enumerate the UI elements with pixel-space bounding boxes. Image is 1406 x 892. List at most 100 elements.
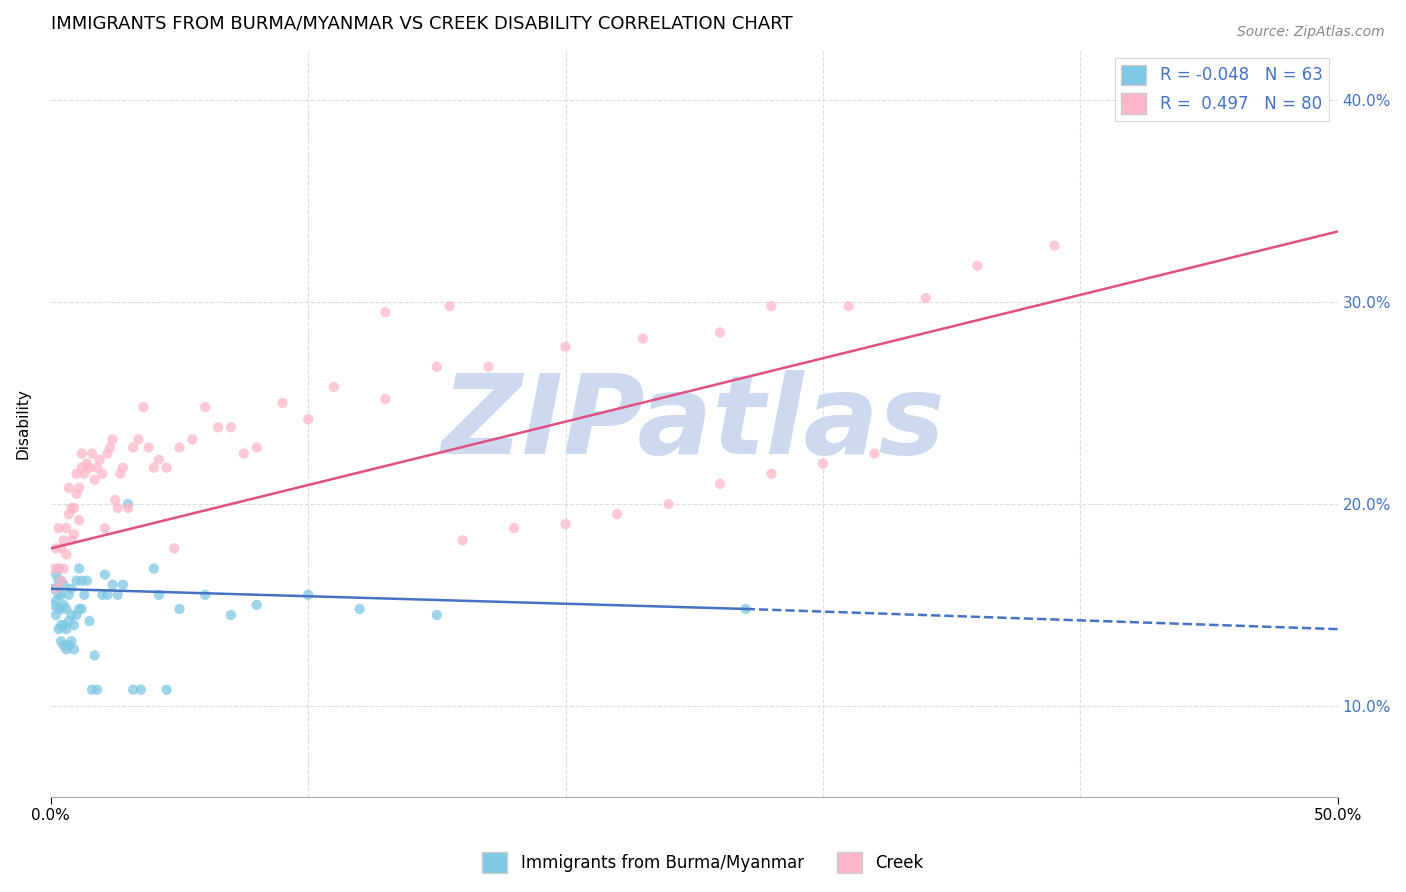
Point: [246, 598, 269, 612]
Point: [122, 682, 145, 697]
Point: [129, 682, 152, 697]
Point: [107, 588, 129, 602]
Point: [156, 460, 179, 475]
Point: [49, 588, 72, 602]
Point: [63, 642, 86, 657]
Point: [104, 492, 127, 507]
Point: [65, 467, 87, 481]
Point: [761, 467, 783, 481]
Point: [94, 567, 117, 582]
Point: [439, 299, 461, 313]
Point: [246, 441, 269, 455]
Point: [52, 533, 75, 548]
Point: [65, 487, 87, 501]
Point: [232, 446, 254, 460]
Point: [79, 614, 101, 628]
Point: [554, 517, 576, 532]
Point: [80, 446, 103, 460]
Point: [163, 541, 186, 556]
Point: [111, 578, 134, 592]
Point: [709, 476, 731, 491]
Point: [91, 588, 114, 602]
Point: [60, 607, 83, 622]
Point: [49, 574, 72, 588]
Point: [49, 574, 72, 588]
Point: [60, 634, 83, 648]
Point: [554, 340, 576, 354]
Point: [181, 433, 204, 447]
Point: [96, 446, 118, 460]
Point: [219, 420, 242, 434]
Point: [148, 588, 170, 602]
Point: [67, 561, 90, 575]
Point: [52, 578, 75, 592]
Point: [96, 588, 118, 602]
Point: [48, 602, 70, 616]
Point: [83, 473, 105, 487]
Point: [169, 441, 191, 455]
Point: [45, 607, 67, 622]
Point: [45, 541, 67, 556]
Point: [52, 598, 75, 612]
Point: [55, 548, 77, 562]
Point: [58, 507, 80, 521]
Point: [70, 446, 93, 460]
Point: [79, 460, 101, 475]
Point: [67, 513, 90, 527]
Point: [52, 618, 75, 632]
Point: [110, 467, 132, 481]
Point: [45, 594, 67, 608]
Point: [55, 622, 77, 636]
Point: [70, 602, 93, 616]
Point: [1043, 238, 1066, 252]
Point: [67, 481, 90, 495]
Point: [70, 460, 93, 475]
Point: [503, 521, 526, 535]
Point: [48, 622, 70, 636]
Point: [55, 602, 77, 616]
Point: [101, 433, 124, 447]
Point: [156, 682, 179, 697]
Point: [709, 326, 731, 340]
Point: [966, 259, 988, 273]
Point: [48, 561, 70, 575]
Point: [117, 501, 139, 516]
Point: [606, 507, 628, 521]
Point: [117, 497, 139, 511]
Point: [45, 567, 67, 582]
Point: [49, 634, 72, 648]
Point: [127, 433, 149, 447]
Point: [297, 412, 319, 426]
Point: [70, 574, 93, 588]
Point: [65, 574, 87, 588]
Point: [55, 642, 77, 657]
Point: [631, 331, 654, 345]
Point: [761, 299, 783, 313]
Point: [915, 291, 938, 305]
Point: [98, 441, 121, 455]
Point: [42, 582, 65, 596]
Point: [107, 501, 129, 516]
Point: [83, 648, 105, 663]
Point: [58, 614, 80, 628]
Point: [657, 497, 679, 511]
Point: [297, 588, 319, 602]
Legend: R = -0.048   N = 63, R =  0.497   N = 80: R = -0.048 N = 63, R = 0.497 N = 80: [1115, 58, 1329, 120]
Point: [63, 527, 86, 541]
Point: [49, 618, 72, 632]
Point: [73, 588, 96, 602]
Point: [142, 460, 165, 475]
Point: [63, 501, 86, 516]
Point: [63, 618, 86, 632]
Point: [194, 588, 217, 602]
Text: Source: ZipAtlas.com: Source: ZipAtlas.com: [1237, 25, 1385, 39]
Point: [122, 441, 145, 455]
Point: [271, 396, 294, 410]
Point: [60, 501, 83, 516]
Point: [58, 481, 80, 495]
Point: [45, 582, 67, 596]
Point: [49, 602, 72, 616]
Point: [349, 602, 371, 616]
Legend: Immigrants from Burma/Myanmar, Creek: Immigrants from Burma/Myanmar, Creek: [475, 846, 931, 880]
Point: [426, 359, 449, 374]
